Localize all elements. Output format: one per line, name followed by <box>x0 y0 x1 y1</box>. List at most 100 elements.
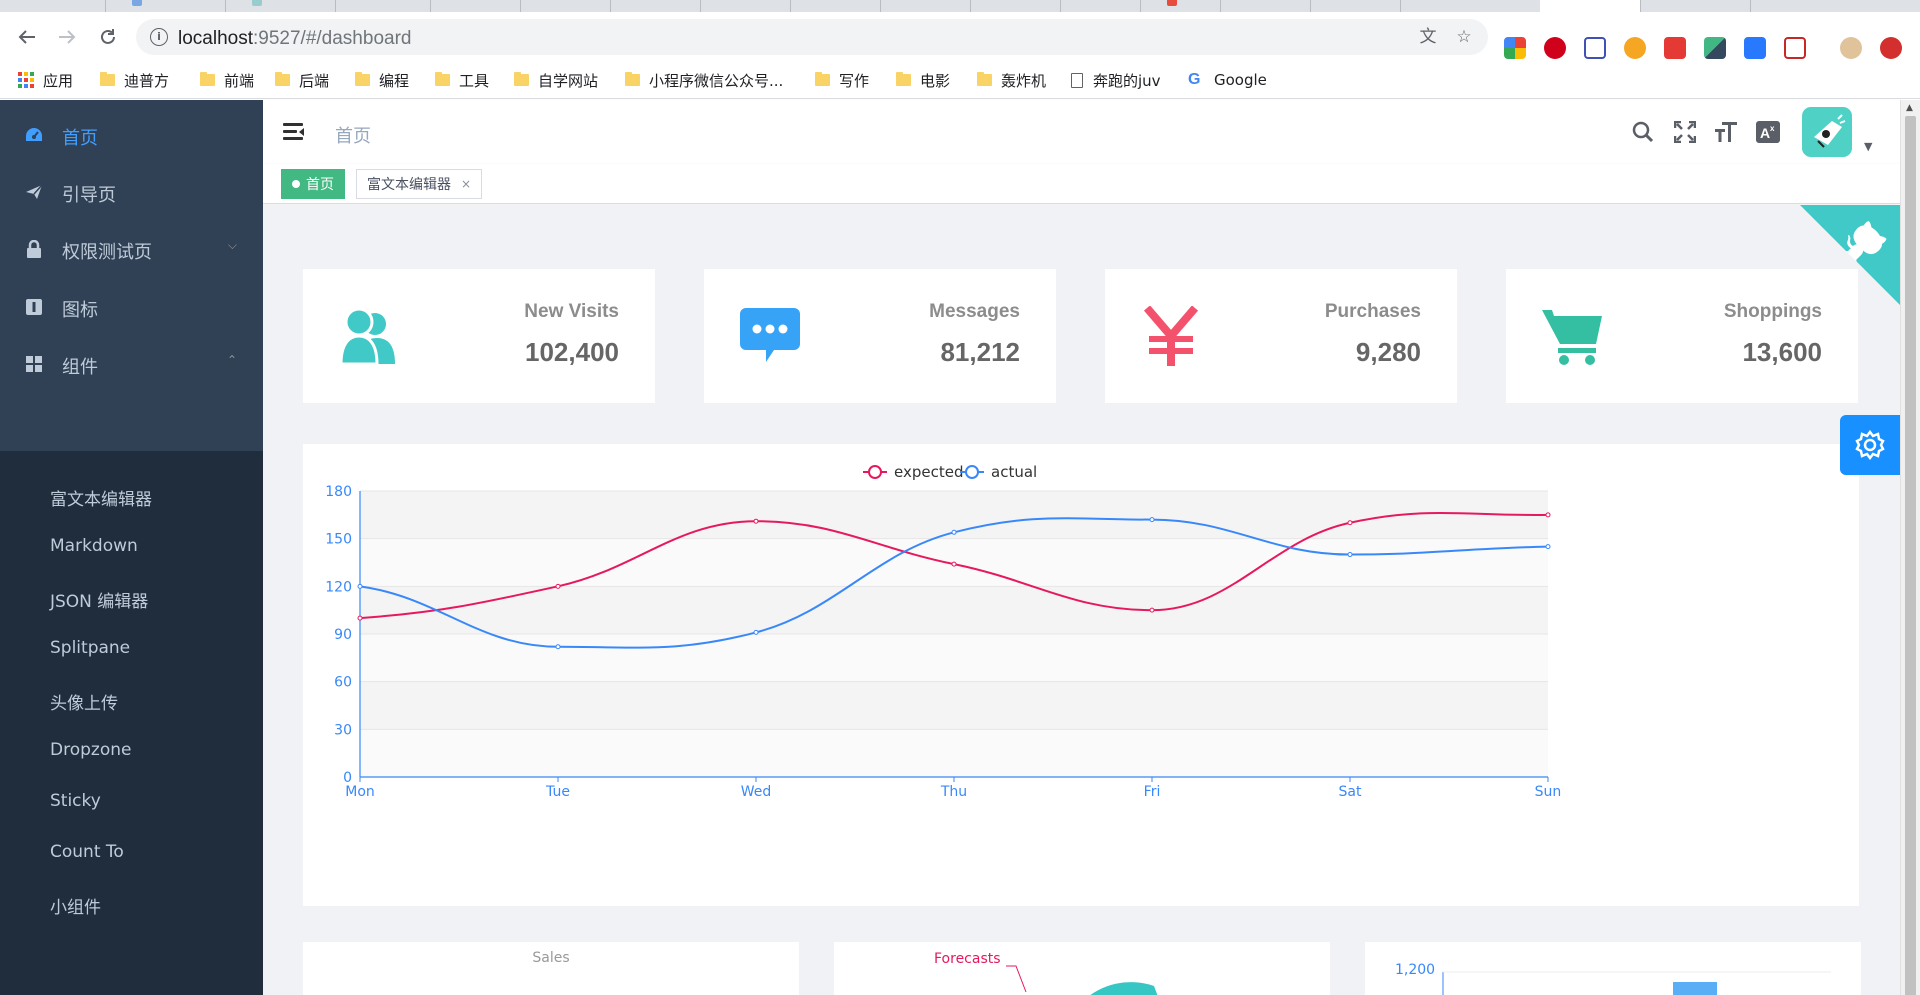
bookmark-item[interactable]: 工具 <box>435 69 489 91</box>
browser-tab[interactable] <box>520 0 610 12</box>
address-bar[interactable]: i localhost:9527/#/dashboard 文 ☆ <box>136 19 1488 55</box>
browser-tab[interactable] <box>430 0 520 12</box>
extension-icon[interactable] <box>1744 37 1766 59</box>
github-corner-icon[interactable] <box>1800 205 1900 305</box>
sidebar-item[interactable]: 图标 <box>0 272 263 342</box>
bookmark-item[interactable]: 写作 <box>815 69 869 91</box>
bookmark-item[interactable]: 后端 <box>275 69 329 91</box>
caret-down-icon[interactable]: ▼ <box>1864 140 1873 153</box>
fullscreen-icon[interactable] <box>1672 119 1698 145</box>
reload-button[interactable] <box>95 24 121 50</box>
legend-marker <box>868 465 882 479</box>
extension-icon[interactable] <box>1784 37 1806 59</box>
browser-tab[interactable] <box>970 0 1060 12</box>
search-icon[interactable] <box>1630 119 1656 145</box>
tag-item[interactable]: 首页 <box>281 169 345 199</box>
extension-icon[interactable] <box>1544 37 1566 59</box>
bookmark-item[interactable]: 编程 <box>355 69 409 91</box>
page-scrollbar[interactable]: ▲ <box>1900 100 1920 995</box>
scroll-up-arrow-icon[interactable]: ▲ <box>1906 103 1913 113</box>
bookmark-star-icon[interactable]: ☆ <box>1456 27 1472 47</box>
extension-icon[interactable] <box>1584 37 1606 59</box>
browser-tab[interactable] <box>1750 0 1860 12</box>
submenu-item[interactable]: Dropzone <box>50 740 132 760</box>
browser-tab[interactable] <box>335 0 430 12</box>
profile-avatar[interactable] <box>1840 37 1862 59</box>
bookmark-item[interactable]: 电影 <box>896 69 950 91</box>
sidebar-item[interactable]: 首页 <box>0 100 263 170</box>
x-tick-label: Thu <box>940 784 967 800</box>
submenu-item[interactable]: Markdown <box>50 536 138 556</box>
panel-new-visits[interactable]: New Visits 102,400 <box>303 269 655 403</box>
folder-icon <box>100 72 115 86</box>
y-tick-label: 90 <box>334 627 352 643</box>
submenu-item[interactable]: JSON 编辑器 <box>50 592 149 612</box>
panel-shoppings[interactable]: Shoppings 13,600 <box>1506 269 1858 403</box>
submenu-item[interactable]: 富文本编辑器 <box>50 490 152 510</box>
submenu-components: 富文本编辑器 Markdown JSON 编辑器 Splitpane 头像上传 Dropz… <box>0 451 263 995</box>
folder-icon <box>435 72 450 86</box>
font-size-icon[interactable] <box>1713 119 1739 145</box>
submenu-item[interactable]: 小组件 <box>50 898 101 918</box>
bookmark-item[interactable]: 迪普方 <box>100 69 169 91</box>
bookmark-item[interactable]: 自学网站 <box>514 69 598 91</box>
vue-devtools-icon[interactable] <box>1704 37 1726 59</box>
bookmark-label: 写作 <box>839 71 870 90</box>
url-text[interactable]: localhost:9527/#/dashboard <box>178 28 412 49</box>
browser-tab[interactable] <box>225 0 335 12</box>
browser-tab[interactable] <box>1310 0 1400 12</box>
browser-tab[interactable] <box>1220 0 1310 12</box>
browser-tab[interactable] <box>1400 0 1490 12</box>
tag-item[interactable]: 富文本编辑器 × <box>356 169 483 199</box>
browser-tab[interactable] <box>790 0 880 12</box>
extension-icon[interactable] <box>1664 37 1686 59</box>
sidebar-item[interactable]: 引导页 <box>0 157 263 227</box>
extension-icon[interactable] <box>1624 37 1646 59</box>
panel-purchases[interactable]: Purchases 9,280 <box>1105 269 1457 403</box>
browser-tab[interactable] <box>610 0 700 12</box>
hamburger-icon[interactable] <box>283 122 305 142</box>
legend-label: actual <box>991 463 1037 481</box>
browser-tab[interactable] <box>1140 0 1220 12</box>
submenu-item[interactable]: Splitpane <box>50 638 131 658</box>
bar-chart-card: 1,200 <box>1365 942 1861 995</box>
browser-tab-active[interactable] <box>1540 0 1640 12</box>
site-info-icon[interactable]: i <box>150 28 168 46</box>
settings-panel-button[interactable] <box>1840 415 1900 475</box>
submenu-item[interactable]: Count To <box>50 842 124 862</box>
scrollbar-thumb[interactable] <box>1905 116 1916 995</box>
bookmark-item[interactable]: 小程序微信公众号... <box>625 69 783 91</box>
browser-tab[interactable] <box>700 0 790 12</box>
bookmark-label: 编程 <box>379 71 410 90</box>
browser-tab[interactable] <box>1060 0 1140 12</box>
panel-messages[interactable]: Messages 81,212 <box>704 269 1056 403</box>
forward-button[interactable] <box>54 24 80 50</box>
bookmark-item[interactable]: G Google <box>1188 69 1267 91</box>
browser-tab-strip <box>0 0 1920 12</box>
user-avatar[interactable] <box>1802 107 1852 157</box>
close-icon[interactable]: × <box>461 177 472 191</box>
bookmarks-bar: 应用 迪普方 前端 后端 编程 工具 自学网站 小程序微信公众号... 写作 电影 轰炸机 奔跑的ju… <box>0 62 1920 99</box>
data-point <box>1347 552 1353 558</box>
extension-icon[interactable] <box>1504 37 1526 59</box>
bookmark-item[interactable]: 前端 <box>200 69 254 91</box>
svg-text:x: x <box>1770 124 1775 133</box>
back-button[interactable] <box>14 24 40 50</box>
bookmark-item[interactable]: 轰炸机 <box>977 69 1046 91</box>
panel-value: 13,600 <box>1742 337 1822 367</box>
tags-view: 首页 富文本编辑器 × <box>263 164 1900 204</box>
sidebar-item[interactable]: 权限测试页 ⌵ <box>0 214 263 284</box>
submenu-item[interactable]: 头像上传 <box>50 694 118 714</box>
browser-tab[interactable] <box>105 0 225 12</box>
bookmark-label: 前端 <box>224 71 255 90</box>
submenu-item[interactable]: Sticky <box>50 791 101 811</box>
bookmark-item[interactable]: 奔跑的juv <box>1071 69 1161 91</box>
sidebar-item[interactable]: 组件 ⌃ <box>0 329 263 399</box>
browser-tab[interactable] <box>880 0 970 12</box>
update-icon[interactable] <box>1880 37 1902 59</box>
bookmark-item[interactable]: 应用 <box>18 69 73 91</box>
browser-tab[interactable] <box>1640 0 1750 12</box>
bookmark-label: 奔跑的juv <box>1093 71 1161 90</box>
translate-icon[interactable]: 文 <box>1419 27 1437 47</box>
